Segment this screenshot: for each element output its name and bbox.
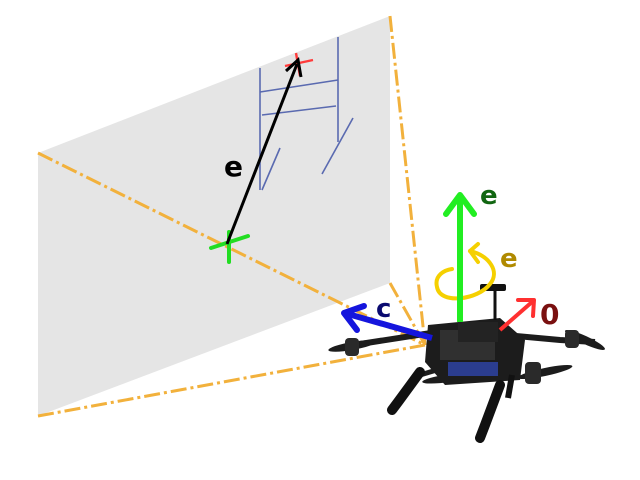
error-vector-arrow <box>225 63 299 245</box>
drone-icon <box>328 284 606 443</box>
forward-axis-arrowhead <box>516 298 536 318</box>
yaw-arrow <box>434 242 496 301</box>
yaw-axis-label: e <box>500 244 518 274</box>
forward-axis-arrow <box>498 300 534 332</box>
camera-axis-label: c <box>376 294 391 324</box>
error-vector-arrowhead <box>284 57 303 78</box>
image-plane <box>38 16 390 416</box>
camera-axis-arrowhead <box>341 303 367 333</box>
camera-frustum <box>37 15 427 418</box>
forward-axis-label: 0 <box>540 298 559 331</box>
vertical-axis-label: e <box>480 181 498 211</box>
error-vector-label: e <box>224 150 243 183</box>
vertical-axis-arrowhead <box>443 192 477 217</box>
camera-axis-arrow <box>347 311 433 341</box>
goal-frame <box>259 37 354 191</box>
